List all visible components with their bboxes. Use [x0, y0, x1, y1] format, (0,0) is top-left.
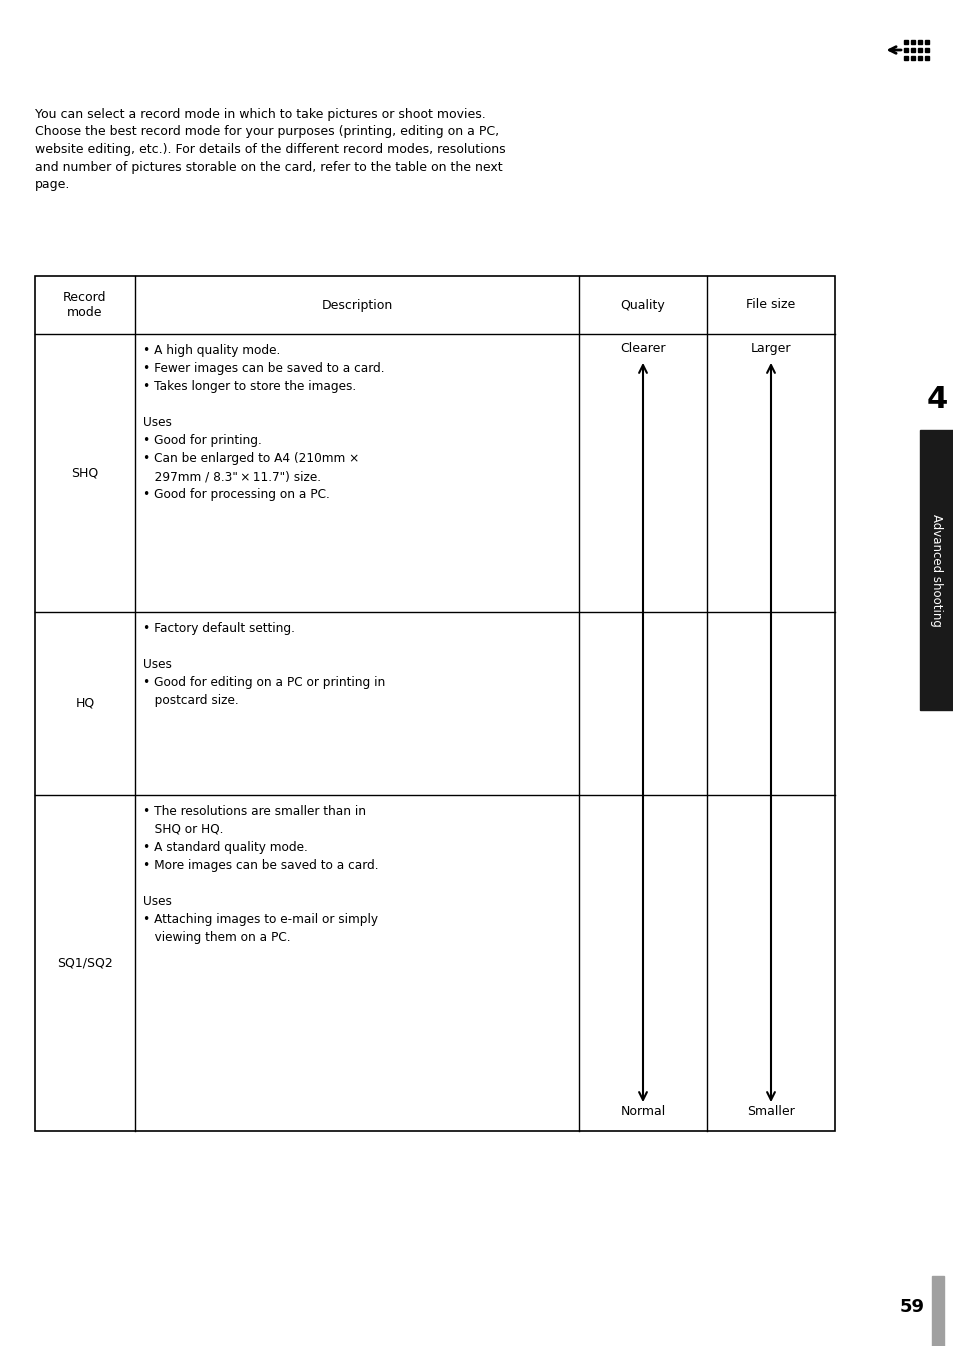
Text: Clearer: Clearer: [619, 342, 665, 355]
Text: Larger: Larger: [750, 342, 790, 355]
Text: 4: 4: [925, 385, 946, 415]
Text: Changing the record mode: Changing the record mode: [17, 39, 434, 67]
Bar: [931, 1276, 943, 1346]
Text: SHQ: SHQ: [71, 467, 98, 479]
Text: HQ: HQ: [75, 697, 94, 709]
Text: 59: 59: [899, 1298, 923, 1316]
Text: File size: File size: [745, 299, 795, 311]
Text: Smaller: Smaller: [746, 1105, 794, 1119]
Text: Normal: Normal: [619, 1105, 665, 1119]
Text: Description: Description: [321, 299, 393, 311]
Text: • A high quality mode.
• Fewer images can be saved to a card.
• Takes longer to : • A high quality mode. • Fewer images ca…: [143, 345, 384, 501]
Bar: [35, 276, 834, 1131]
Text: You can select a record mode in which to take pictures or shoot movies.
Choose t: You can select a record mode in which to…: [35, 108, 505, 191]
Text: Quality: Quality: [620, 299, 664, 311]
Text: • Factory default setting.

Uses
• Good for editing on a PC or printing in
   po: • Factory default setting. Uses • Good f…: [143, 622, 385, 707]
Text: SQ1/SQ2: SQ1/SQ2: [57, 957, 112, 969]
Bar: [919, 429, 953, 709]
Text: Advanced shooting: Advanced shooting: [929, 514, 943, 626]
Text: • The resolutions are smaller than in
   SHQ or HQ.
• A standard quality mode.
•: • The resolutions are smaller than in SH…: [143, 805, 378, 944]
Text: Record
mode: Record mode: [63, 291, 107, 319]
